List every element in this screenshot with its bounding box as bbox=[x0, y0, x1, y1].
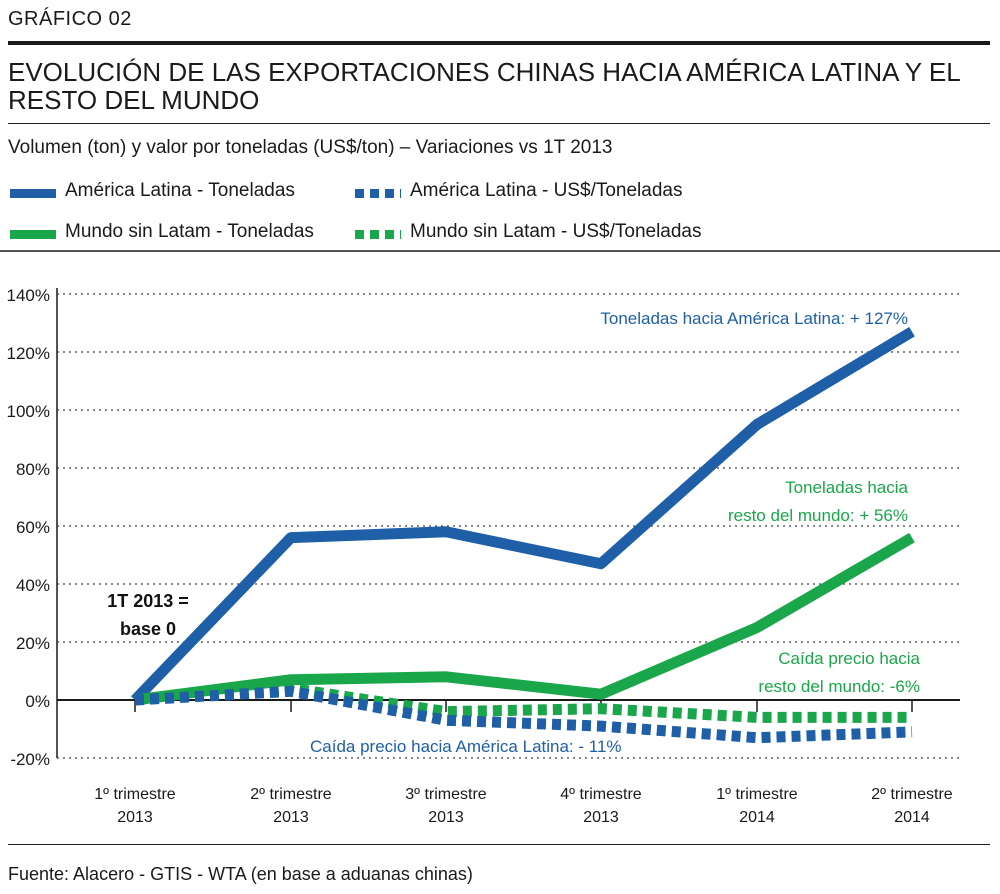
annotation-base: base 0 bbox=[120, 619, 176, 639]
annotation-latam_price: Caída precio hacia América Latina: - 11% bbox=[310, 737, 622, 756]
x-tick-label: 2º trimestre bbox=[871, 786, 953, 803]
x-tick-label-year: 2014 bbox=[739, 809, 775, 826]
y-tick-label: 60% bbox=[16, 518, 50, 537]
bottom-rule bbox=[8, 844, 990, 845]
series-line bbox=[134, 685, 913, 744]
data-point bbox=[911, 331, 913, 333]
legend-label-latam-price: América Latina - US$/Toneladas bbox=[410, 180, 683, 201]
y-tick-label: 20% bbox=[16, 634, 50, 653]
data-point bbox=[290, 679, 292, 681]
data-point bbox=[445, 719, 447, 721]
data-point bbox=[756, 716, 758, 718]
figure-label: GRÁFICO 02 bbox=[8, 8, 132, 30]
source-note: Fuente: Alacero - GTIS - WTA (en base a … bbox=[8, 864, 473, 884]
chart-subtitle: Volumen (ton) y valor por toneladas (US$… bbox=[8, 137, 613, 158]
title-rule bbox=[8, 123, 990, 124]
data-point bbox=[911, 537, 913, 539]
data-point bbox=[290, 690, 292, 692]
data-point bbox=[600, 693, 602, 695]
chart-title: EVOLUCIÓN DE LAS EXPORTACIONES CHINAS HA… bbox=[8, 57, 960, 115]
data-point bbox=[756, 737, 758, 739]
series-line bbox=[134, 532, 915, 706]
annotation-latam_tons: Toneladas hacia América Latina: + 127% bbox=[600, 309, 908, 328]
y-tick-label: 140% bbox=[7, 286, 50, 305]
legend-swatch-latam-tons bbox=[10, 189, 56, 198]
annotation-world_tons: Toneladas hacia bbox=[785, 478, 908, 497]
x-tick-label: 3º trimestre bbox=[405, 786, 487, 803]
data-point bbox=[911, 731, 913, 733]
annotation-base: 1T 2013 = bbox=[107, 591, 189, 611]
y-tick-label: 120% bbox=[7, 344, 50, 363]
legend-swatch-world-tons bbox=[10, 230, 56, 239]
data-point bbox=[756, 627, 758, 629]
y-tick-label: 0% bbox=[25, 692, 50, 711]
annotation-world_tons: resto del mundo: + 56% bbox=[728, 506, 908, 525]
x-tick-label-year: 2013 bbox=[428, 809, 464, 826]
data-point bbox=[756, 424, 758, 426]
x-tick-label: 4º trimestre bbox=[560, 786, 642, 803]
y-tick-label: 80% bbox=[16, 460, 50, 479]
legend-swatch-world-price bbox=[355, 230, 401, 239]
y-tick-label: 40% bbox=[16, 576, 50, 595]
x-tick-label: 1º trimestre bbox=[94, 786, 176, 803]
data-point bbox=[445, 676, 447, 678]
data-point bbox=[445, 711, 447, 713]
series-line bbox=[131, 326, 915, 704]
top-rule bbox=[8, 41, 990, 45]
legend-label-world-tons: Mundo sin Latam - Toneladas bbox=[65, 221, 314, 242]
data-point bbox=[134, 699, 136, 701]
data-point bbox=[600, 725, 602, 727]
annotation-world_price: resto del mundo: -6% bbox=[758, 677, 920, 696]
line-chart: 140% 120% 100% 80% 60% 40% 20% 0% -20% 1º trimest… bbox=[0, 250, 1000, 826]
x-tick-label: 2º trimestre bbox=[250, 786, 332, 803]
x-tick-label-year: 2014 bbox=[894, 809, 930, 826]
y-tick-label: 100% bbox=[7, 402, 50, 421]
data-point bbox=[445, 531, 447, 533]
x-tick-label-year: 2013 bbox=[273, 809, 309, 826]
legend-swatch-latam-price bbox=[355, 189, 401, 198]
data-point bbox=[600, 563, 602, 565]
x-tick-label-year: 2013 bbox=[583, 809, 619, 826]
data-point bbox=[290, 537, 292, 539]
data-point bbox=[600, 708, 602, 710]
series-line bbox=[134, 682, 912, 723]
x-tick-label-year: 2013 bbox=[117, 809, 153, 826]
data-point bbox=[911, 716, 913, 718]
x-tick-label: 1º trimestre bbox=[716, 786, 798, 803]
annotation-world_price: Caída precio hacia bbox=[778, 649, 920, 668]
legend-label-world-price: Mundo sin Latam - US$/Toneladas bbox=[410, 221, 702, 242]
legend-label-latam-tons: América Latina - Toneladas bbox=[65, 180, 295, 201]
y-tick-label: -20% bbox=[10, 750, 50, 769]
